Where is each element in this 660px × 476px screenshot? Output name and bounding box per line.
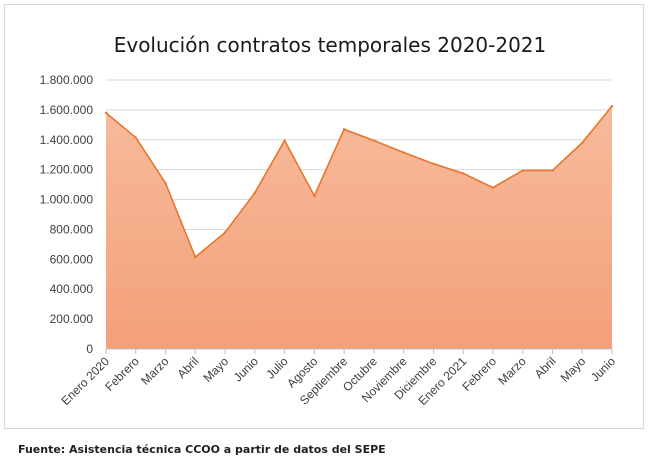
x-tick-label: Febrero [459,354,499,394]
x-tick-label: Junio [231,354,261,384]
y-tick-label: 200.000 [50,312,94,326]
data-point [223,231,227,234]
source-note: Fuente: Asistencia técnica CCOO a partir… [18,443,386,456]
area-fill [106,106,612,350]
x-tick-label: Abril [532,354,559,381]
data-point [432,162,435,165]
y-tick-label: 1.600.000 [40,103,94,117]
data-point [372,139,376,142]
data-point [581,141,584,144]
y-tick-label: 1.400.000 [40,133,94,147]
y-tick-label: 400.000 [50,282,94,296]
y-tick-label: 600.000 [50,252,94,266]
data-point [491,186,495,189]
data-point [610,104,614,108]
data-point [313,194,316,198]
data-point [283,139,286,142]
data-point [342,128,346,131]
y-tick-label: 800.000 [50,222,94,236]
y-tick-label: 0 [86,342,93,356]
x-tick-label: Mayo [201,354,232,385]
x-tick-label: Febrero [102,354,142,394]
data-point [521,169,524,172]
data-point [253,191,257,195]
chart-title: Evolución contratos temporales 2020-2021 [114,33,547,57]
area-series [104,104,614,350]
data-point [194,255,197,259]
x-tick-label: Marzo [138,354,172,388]
y-tick-label: 1.000.000 [40,193,94,207]
x-tick-label: Junio [588,354,618,384]
x-tick-label: Marzo [495,354,529,388]
data-point [551,169,554,172]
data-point [402,151,405,154]
data-point [164,181,167,185]
y-axis-ticks: 0 200.000 400.000 600.000 800.000 1.000.000 1.… [40,73,94,356]
data-point [104,111,108,115]
y-tick-label: 1.800.000 [40,73,94,87]
x-tick-label: Abril [175,354,202,381]
data-point [134,136,137,139]
y-tick-label: 1.200.000 [40,163,94,177]
series-line [105,105,613,259]
x-tick-label: Mayo [558,354,589,385]
data-point [461,172,465,175]
